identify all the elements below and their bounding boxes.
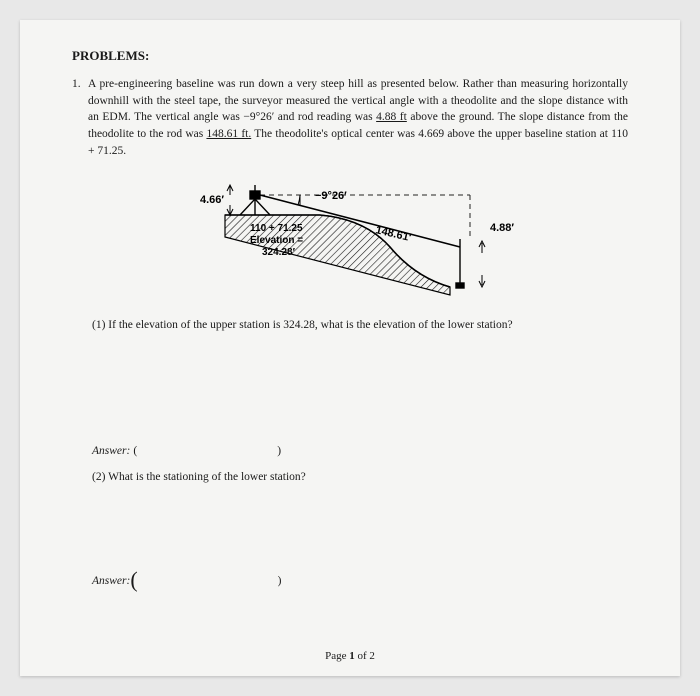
survey-diagram: 4.66′ −9°26′ 148.61′ (72, 177, 628, 297)
answer-label-1: Answer: (92, 445, 130, 457)
rod-label: 4.88′ (490, 222, 514, 234)
station-line3: 324.28′ (262, 247, 296, 258)
rod-dimension (479, 241, 485, 287)
answer-1: Answer: ( ) (92, 445, 628, 457)
page-footer: Page 1 of 2 (20, 650, 680, 662)
brace-icon: ( (130, 576, 137, 588)
q1-text: If the elevation of the upper station is… (108, 319, 512, 331)
question-1: (1) If the elevation of the upper statio… (92, 319, 628, 331)
q2-number: (2) (92, 471, 105, 483)
angle-label: −9°26′ (315, 190, 347, 202)
footer-of: of 2 (355, 650, 375, 662)
workspace-2 (72, 487, 628, 575)
problem-number: 1. (72, 76, 88, 159)
problems-heading: PROBLEMS: (72, 48, 628, 64)
hi-label: 4.66′ (200, 194, 224, 206)
answer-open-1: ( (133, 445, 137, 457)
answer-2: Answer:( ) (92, 575, 628, 587)
problem-text: A pre-engineering baseline was run down … (88, 76, 628, 159)
footer-prefix: Page (325, 650, 349, 662)
q2-text: What is the stationing of the lower stat… (108, 471, 306, 483)
hi-dimension (227, 185, 233, 215)
workspace-1 (72, 335, 628, 445)
station-line1: 110 + 71.25 (250, 223, 303, 234)
answer-close-2: ) (278, 575, 282, 587)
problem-1: 1. A pre-engineering baseline was run do… (72, 76, 628, 159)
question-2: (2) What is the stationing of the lower … (92, 471, 628, 483)
answer-label-2: Answer: (92, 575, 130, 587)
underline-slope-distance: 148.61 ft. (206, 128, 251, 140)
station-line2: Elevation = (250, 235, 303, 246)
answer-close-1: ) (277, 445, 281, 457)
diagram-svg: 4.66′ −9°26′ 148.61′ (170, 177, 530, 297)
q1-number: (1) (92, 319, 105, 331)
document-page: PROBLEMS: 1. A pre-engineering baseline … (20, 20, 680, 676)
theodolite-icon (240, 185, 270, 215)
underline-rod-reading: 4.88 ft (376, 111, 407, 123)
